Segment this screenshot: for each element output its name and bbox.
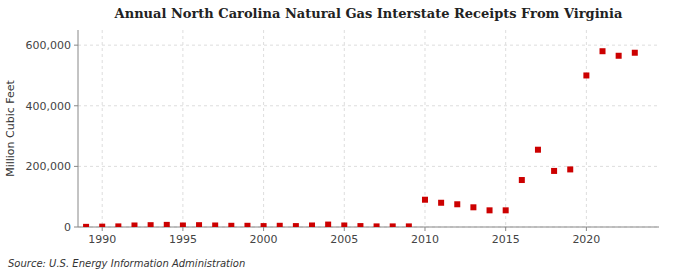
point xyxy=(454,201,460,207)
point xyxy=(519,177,525,183)
y-tick xyxy=(74,166,78,167)
point xyxy=(148,222,154,227)
x-grid-line xyxy=(586,30,587,227)
point xyxy=(487,207,493,213)
x-tick xyxy=(344,227,345,231)
grid xyxy=(78,30,659,227)
point xyxy=(164,222,170,227)
source: Source: U.S. Energy Information Administ… xyxy=(8,258,245,269)
x-tick xyxy=(182,227,183,231)
point xyxy=(567,166,573,172)
y-tick-label: 0 xyxy=(64,221,71,234)
y-tick xyxy=(74,227,78,228)
y-axis-label: Million Cubic Feet xyxy=(4,79,17,176)
x-grid-line xyxy=(182,30,183,227)
point xyxy=(438,200,444,206)
point xyxy=(115,223,121,227)
point xyxy=(583,72,589,78)
point xyxy=(196,222,202,227)
x-tick xyxy=(424,227,425,231)
x-tick-label: 2005 xyxy=(330,233,358,246)
y-tick xyxy=(74,45,78,46)
chart: Annual North Carolina Natural Gas Inters… xyxy=(0,0,675,275)
point xyxy=(632,50,638,56)
point xyxy=(503,207,509,213)
x-tick-label: 2010 xyxy=(411,233,439,246)
x-tick xyxy=(586,227,587,231)
x-tick xyxy=(263,227,264,231)
point xyxy=(293,223,299,227)
y-axis xyxy=(78,30,79,227)
point xyxy=(357,223,363,227)
point xyxy=(261,223,267,227)
point xyxy=(406,223,412,227)
point xyxy=(341,222,347,227)
x-tick xyxy=(102,227,103,231)
point xyxy=(374,223,380,227)
point xyxy=(422,197,428,203)
point xyxy=(244,223,250,227)
x-tick-label: 2000 xyxy=(250,233,278,246)
point xyxy=(228,223,234,227)
x-grid-line xyxy=(505,30,506,227)
point xyxy=(180,222,186,227)
points xyxy=(83,48,638,227)
x-tick-label: 1995 xyxy=(169,233,197,246)
point xyxy=(309,222,315,227)
point xyxy=(325,222,331,227)
point xyxy=(600,48,606,54)
y-tick-label: 600,000 xyxy=(26,39,72,52)
point xyxy=(551,168,557,174)
point xyxy=(99,224,105,227)
x-tick xyxy=(505,227,506,231)
x-grid-line xyxy=(102,30,103,227)
point xyxy=(212,222,218,227)
point xyxy=(131,222,137,227)
point xyxy=(616,53,622,59)
y-grid-line xyxy=(78,105,659,106)
y-tick xyxy=(74,105,78,106)
y-tick-label: 200,000 xyxy=(26,160,72,173)
x-grid-line xyxy=(263,30,264,227)
title: Annual North Carolina Natural Gas Inters… xyxy=(114,6,623,21)
x-tick-label: 2015 xyxy=(492,233,520,246)
point xyxy=(390,223,396,227)
x-tick-label: 1990 xyxy=(88,233,116,246)
x-grid-line xyxy=(344,30,345,227)
x-tick-label: 2020 xyxy=(572,233,600,246)
point xyxy=(535,147,541,153)
point xyxy=(83,224,89,227)
y-tick-label: 400,000 xyxy=(26,100,72,113)
y-grid-line xyxy=(78,45,659,46)
point xyxy=(470,204,476,210)
point xyxy=(277,223,283,227)
